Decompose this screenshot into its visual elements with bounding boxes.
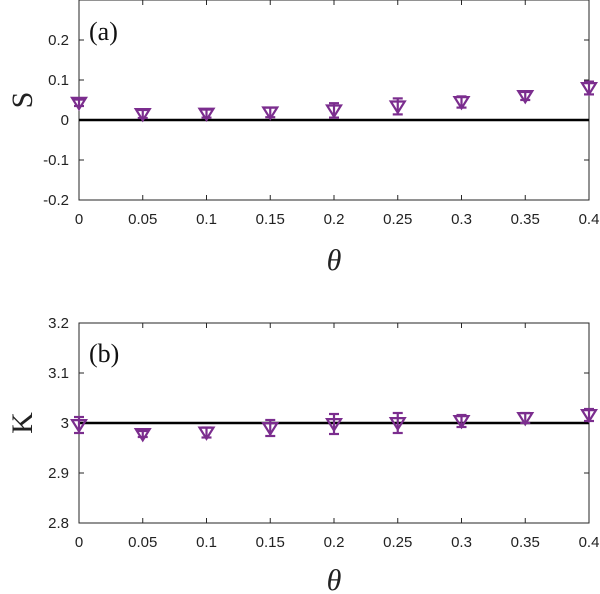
y-tick-label: 3.1 (48, 365, 69, 382)
ticks-b: 0 0.05 0.1 0.15 0.2 0.25 0.3 0.35 0.4 2.8 2.9 3 3.1 3… (48, 315, 599, 551)
x-tick-label: 0.2 (324, 211, 345, 228)
triangle-marker (388, 100, 407, 115)
x-tick-label: 0.05 (128, 211, 157, 228)
markers-a (70, 80, 598, 123)
data-point (325, 412, 343, 436)
triangle-marker (580, 81, 598, 97)
x-tick-label: 0.35 (511, 534, 540, 551)
x-tick-label: 0.4 (579, 534, 600, 551)
x-tick-label: 0 (75, 211, 83, 228)
data-point (580, 407, 598, 424)
y-tick-label: 3 (61, 415, 69, 432)
data-point (388, 97, 407, 116)
triangle-marker (133, 107, 152, 123)
panel-a: 0 0.05 0.1 0.15 0.2 0.25 0.3 0.35 0.4 -0.2 -0.1 0 0.… (6, 0, 599, 277)
panel-b: 0 0.05 0.1 0.15 0.2 0.25 0.3 0.35 0.4 2.8 2.9 3 3.1 3… (6, 315, 599, 594)
markers-b (70, 407, 598, 443)
data-point (516, 411, 535, 427)
data-point (197, 107, 216, 122)
triangle-marker (325, 418, 343, 433)
data-point (261, 106, 280, 121)
x-tick-label: 0.05 (128, 534, 157, 551)
y-tick-label: 2.9 (48, 465, 69, 482)
triangle-marker (197, 107, 216, 122)
triangle-marker (516, 89, 535, 105)
y-tick-label: 0.1 (48, 72, 69, 89)
x-tick-label: 0.3 (451, 534, 472, 551)
x-axis-label-b: θ (327, 564, 342, 594)
triangle-marker (580, 409, 598, 424)
data-point (133, 428, 152, 443)
y-axis-label-b: K (6, 412, 39, 434)
triangle-marker (452, 95, 471, 111)
y-tick-label: 2.8 (48, 515, 69, 532)
triangle-marker (452, 415, 471, 430)
data-point (516, 89, 535, 105)
triangle-marker (261, 106, 280, 121)
data-point (325, 102, 343, 119)
x-axis-label-a: θ (327, 244, 342, 277)
y-tick-label: 0 (61, 112, 69, 129)
triangle-marker (325, 104, 343, 119)
y-tick-label: 0.2 (48, 32, 69, 49)
ticks-a: 0 0.05 0.1 0.15 0.2 0.25 0.3 0.35 0.4 -0.2 -0.1 0 0.… (43, 0, 599, 228)
data-point (197, 426, 216, 441)
data-point (70, 96, 88, 112)
triangle-marker (516, 412, 535, 427)
data-point (133, 107, 152, 123)
x-tick-label: 0.1 (196, 534, 217, 551)
triangle-marker (261, 422, 280, 437)
y-tick-label: -0.1 (43, 152, 69, 169)
data-point (388, 411, 407, 435)
triangle-marker (133, 428, 152, 443)
triangle-marker (70, 96, 88, 112)
y-axis-label-a: S (6, 92, 39, 109)
triangle-marker (70, 419, 88, 434)
x-tick-label: 0.15 (256, 534, 285, 551)
x-tick-label: 0.35 (511, 211, 540, 228)
data-point (70, 415, 88, 435)
panel-tag-b: (b) (89, 339, 119, 368)
x-tick-label: 0 (75, 534, 83, 551)
x-tick-label: 0.2 (324, 534, 345, 551)
x-tick-label: 0.25 (383, 211, 412, 228)
x-tick-label: 0.3 (451, 211, 472, 228)
x-tick-label: 0.1 (196, 211, 217, 228)
triangle-marker (388, 417, 407, 432)
plot-frame-a (78, 0, 590, 201)
data-point (452, 413, 471, 430)
data-point (261, 418, 280, 438)
panel-tag-a: (a) (89, 17, 118, 46)
x-tick-label: 0.4 (579, 211, 600, 228)
triangle-marker (197, 426, 216, 441)
y-tick-label: -0.2 (43, 192, 69, 209)
data-point (452, 95, 471, 111)
data-point (580, 80, 598, 97)
x-tick-label: 0.15 (256, 211, 285, 228)
x-tick-label: 0.25 (383, 534, 412, 551)
y-tick-label: 3.2 (48, 315, 69, 332)
